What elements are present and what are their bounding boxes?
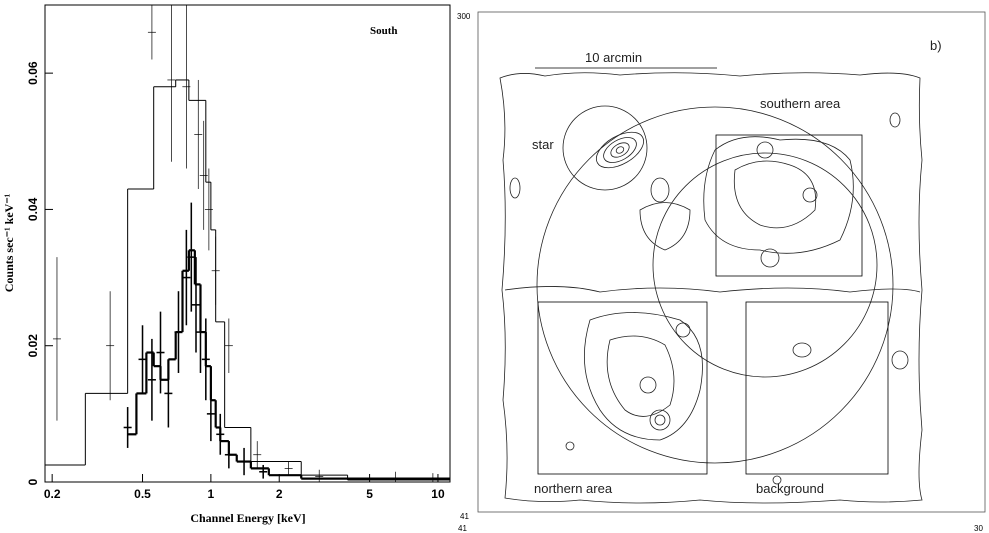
contour — [640, 203, 690, 251]
panel-label: b) — [930, 38, 942, 53]
band-contour — [505, 286, 920, 292]
region-label: background — [756, 481, 824, 496]
contour — [584, 313, 702, 441]
x-tick-label: 5 — [366, 487, 373, 501]
ring — [537, 107, 893, 463]
scale-label: 10 arcmin — [585, 50, 642, 65]
contour — [640, 377, 656, 393]
y-tick-label: 0 — [26, 478, 40, 485]
annotation: South — [370, 25, 398, 37]
x-axis-label: Channel Energy [keV] — [190, 511, 305, 525]
contour — [803, 188, 817, 202]
northern-box — [538, 302, 707, 474]
y-tick-label: 0.06 — [26, 61, 40, 85]
contour — [615, 145, 625, 154]
x-tick-label: 0.5 — [134, 487, 151, 501]
contour — [608, 140, 631, 160]
plot-frame — [45, 5, 450, 482]
contour — [590, 125, 649, 175]
map-frame — [478, 12, 985, 512]
region-label: star — [532, 137, 554, 152]
star-circle — [563, 106, 647, 190]
outer-contour — [500, 73, 922, 503]
contour — [650, 410, 670, 430]
page: South Channel Energy [keV] Counts sec⁻¹ … — [0, 0, 989, 533]
corner-label: 41 — [460, 512, 469, 521]
region-label: southern area — [760, 96, 841, 111]
figure: South Channel Energy [keV] Counts sec⁻¹ … — [0, 0, 989, 533]
corner-label: 300 — [457, 12, 471, 21]
corner-label: 30 — [974, 524, 983, 533]
contour — [892, 351, 908, 369]
contour-map — [478, 12, 985, 512]
y-tick-label: 0.02 — [26, 334, 40, 358]
corner-label: 41 — [458, 524, 467, 533]
background-box — [746, 302, 888, 474]
contour — [607, 336, 674, 416]
contour — [793, 343, 811, 357]
contour — [651, 178, 669, 202]
contour — [676, 323, 690, 337]
region-label: northern area — [534, 481, 613, 496]
contour — [757, 142, 773, 158]
y-tick-label: 0.04 — [26, 197, 40, 221]
x-tick-label: 2 — [276, 487, 283, 501]
x-tick-label: 10 — [431, 487, 445, 501]
contour — [566, 442, 574, 450]
x-tick-label: 0.2 — [44, 487, 61, 501]
contour — [890, 113, 900, 127]
contour — [599, 132, 640, 167]
contour — [734, 161, 815, 228]
contour — [655, 415, 665, 425]
y-axis-label: Counts sec⁻¹ keV⁻¹ — [2, 193, 16, 292]
x-tick-label: 1 — [208, 487, 215, 501]
contour — [510, 178, 520, 198]
